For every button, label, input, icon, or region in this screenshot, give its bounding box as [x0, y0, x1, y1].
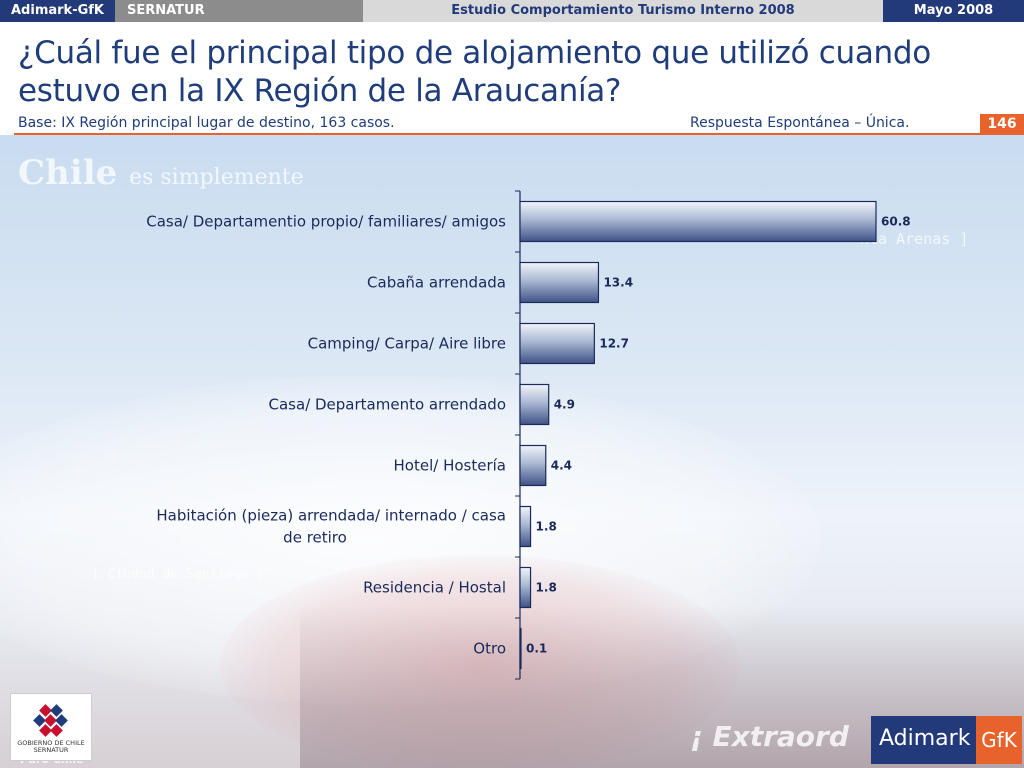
slide-title: ¿Cuál fue el principal tipo de alojamien… [18, 35, 931, 109]
category-label-5: Hotel/ Hostería [394, 457, 506, 475]
bar-chart: 60.8 Casa/ Departamentio propio/ familiar… [146, 190, 911, 680]
category-label-6: de retiro [283, 529, 347, 547]
bar-5 [519, 444, 547, 487]
bar-2 [519, 261, 600, 304]
gobierno-logo-line1: GOBIERNO DE CHILE [17, 739, 85, 747]
background-chile-text: Chile es simplemente [18, 153, 304, 193]
bar-3 [519, 322, 595, 365]
category-label-6: Habitación (pieza) arrendada/ internado … [156, 507, 506, 525]
data-label-1: 60.8 [881, 215, 911, 229]
background-santiago-text: [ Ciudad de Santiago ] [92, 567, 265, 582]
slide-subtitle: Base: IX Región principal lugar de desti… [18, 115, 395, 131]
data-label-3: 12.7 [599, 337, 629, 351]
category-label-2: Cabaña arrendada [367, 274, 506, 292]
background-punta-arenas-text: nta Arenas ] [860, 230, 969, 248]
bar-8 [519, 627, 522, 670]
bar-6 [519, 505, 532, 548]
top-header-bar: Adimark-GfK SERNATUR Estudio Comportamie… [0, 0, 1024, 22]
gobierno-logo-line2: SERNATUR [33, 746, 69, 754]
bar-4 [519, 383, 550, 426]
category-label-7: Residencia / Hostal [363, 579, 506, 597]
header-study-title: Estudio Comportamiento Turismo Interno 2… [363, 0, 883, 22]
adimark-logo-text: Adimark [879, 726, 971, 751]
gobierno-de-chile-logo: GOBIERNO DE CHILE SERNATUR [10, 693, 92, 761]
data-label-2: 13.4 [603, 276, 633, 290]
adimark-gfk-logo: Adimark GfK [871, 716, 1022, 764]
data-label-8: 0.1 [526, 642, 547, 656]
data-label-5: 4.4 [551, 459, 572, 473]
data-label-7: 1.8 [536, 581, 557, 595]
data-label-4: 4.9 [554, 398, 575, 412]
orange-divider [14, 133, 1024, 135]
bar-7 [519, 566, 532, 609]
category-label-8: Otro [473, 640, 506, 658]
category-label-1: Casa/ Departamentio propio/ familiares/ … [146, 213, 506, 231]
background-extraordinario-text: ¡ Extraord [690, 720, 849, 753]
page-number: 146 [980, 114, 1024, 134]
gfk-logo-text: GfK [976, 716, 1022, 764]
background-image: Chile es simplemente nta Arenas ] [ Ciud… [0, 135, 1024, 768]
response-note: Respuesta Espontánea – Única. [690, 115, 910, 131]
header-date: Mayo 2008 [883, 0, 1024, 22]
data-label-6: 1.8 [536, 520, 557, 534]
header-org-sernatur: SERNATUR [115, 0, 363, 22]
header-org-adimark: Adimark-GfK [0, 0, 115, 22]
category-label-4: Casa/ Departamento arrendado [269, 396, 506, 414]
title-area: ¿Cuál fue el principal tipo de alojamien… [0, 22, 1024, 134]
bar-1 [519, 200, 877, 243]
category-label-3: Camping/ Carpa/ Aire libre [308, 335, 506, 353]
